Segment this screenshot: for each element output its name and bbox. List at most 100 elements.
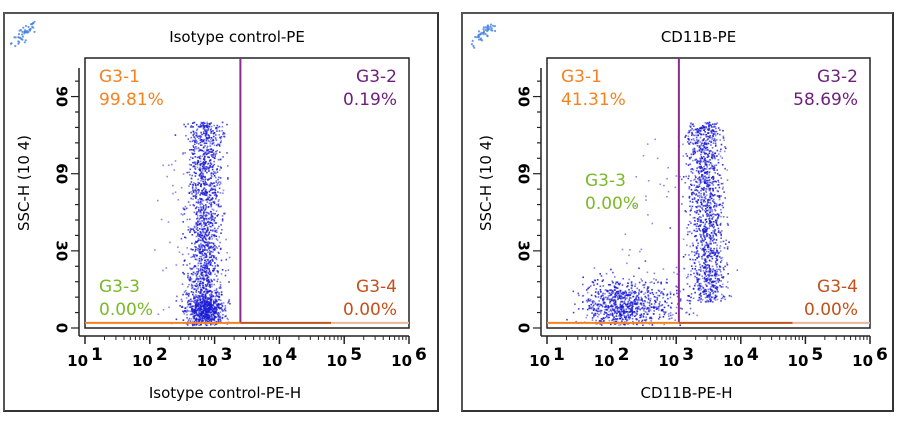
event-dot [716,249,718,252]
event-dot [662,308,664,311]
event-dot [197,310,199,312]
event-dot [620,308,623,310]
event-dot [197,125,200,128]
event-dot [706,212,708,215]
event-dot [713,201,715,203]
event-dot [643,286,646,289]
event-dot [208,150,211,153]
event-dot [714,125,717,128]
event-dot [212,255,215,257]
event-dot [201,170,204,172]
logo-dot [473,46,476,49]
event-dot [203,270,205,272]
event-dot [198,157,201,159]
event-dot [714,252,717,254]
event-dot [209,307,211,309]
event-dot [688,299,690,302]
event-dot [623,297,625,299]
event-dot [192,184,194,186]
event-dot [201,162,203,165]
event-dot [612,281,614,284]
event-dot [199,251,201,253]
event-dot [718,268,720,271]
event-dot [209,264,212,266]
event-dot [194,254,197,256]
event-dot [212,318,214,321]
event-dot [599,320,601,322]
event-dot [205,306,207,308]
event-dot [202,312,205,314]
event-dot [715,134,717,137]
event-dot [218,144,221,146]
event-dot [185,207,188,210]
event-dot [195,278,198,280]
event-dot [203,228,206,230]
event-dot [646,291,649,293]
event-dot [707,244,710,246]
event-dot [703,142,705,145]
event-dot [638,305,640,308]
event-dot [199,169,201,172]
event-dot [718,251,720,254]
event-dot [662,316,665,318]
event-dot [206,201,209,203]
event-dot [635,294,638,297]
event-dot [711,218,713,220]
event-dot [597,296,600,298]
event-dot [634,303,636,305]
event-dot [708,283,711,285]
event-dot [713,133,715,135]
event-dot [196,215,199,217]
event-dot [696,190,699,192]
event-dot [693,184,696,187]
event-dot [658,313,661,316]
event-dot [604,316,607,319]
event-dot [194,306,197,309]
event-dot [693,229,696,232]
event-dot [694,223,696,226]
event-dot [220,167,222,169]
event-dot [713,273,716,276]
event-dot [209,281,211,284]
event-dot [187,301,189,303]
event-dot [600,310,602,312]
event-dot [705,266,707,268]
event-dot [692,191,694,194]
event-dot [720,208,722,211]
event-dot [609,294,611,297]
event-dot [198,309,200,312]
event-dot [702,291,704,293]
gate-name-g3-3: G3-3 [99,277,140,297]
event-dot [681,308,683,310]
event-dot [657,294,659,297]
event-dot [629,294,632,296]
event-dot [642,302,645,305]
event-dot [632,303,634,305]
event-dot [624,323,626,326]
event-dot [649,299,651,302]
event-dot [688,195,691,198]
event-dot [659,183,662,186]
event-dot [205,139,208,141]
event-dot [213,308,215,310]
event-dot [208,320,211,322]
event-dot [613,285,616,288]
event-dot [714,274,716,277]
event-dot [193,317,195,320]
event-dot [199,292,201,294]
event-dot [707,274,709,276]
event-dot [191,183,194,186]
event-dot [193,295,195,298]
event-dot [211,192,214,194]
event-dot [195,185,197,187]
event-dot [582,294,585,297]
logo-dot [20,38,23,41]
event-dot [655,308,658,310]
event-dot [196,140,198,143]
event-dot [711,265,714,268]
event-dot [213,131,216,134]
event-dot [692,217,695,219]
event-dot [202,298,205,300]
event-dot [211,198,213,201]
event-dot [204,152,206,154]
